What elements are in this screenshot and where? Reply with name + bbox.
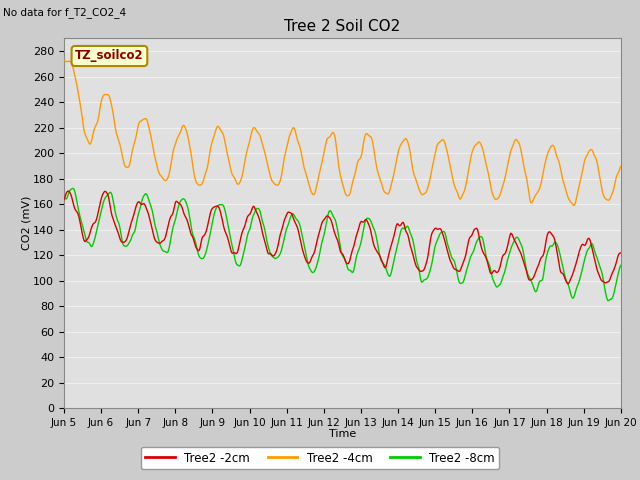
Title: Tree 2 Soil CO2: Tree 2 Soil CO2 xyxy=(284,20,401,35)
Legend: Tree2 -2cm, Tree2 -4cm, Tree2 -8cm: Tree2 -2cm, Tree2 -4cm, Tree2 -8cm xyxy=(141,447,499,469)
Text: No data for f_T2_CO2_4: No data for f_T2_CO2_4 xyxy=(3,7,126,18)
Text: TZ_soilco2: TZ_soilco2 xyxy=(75,49,144,62)
X-axis label: Time: Time xyxy=(329,429,356,439)
Y-axis label: CO2 (mV): CO2 (mV) xyxy=(22,196,31,251)
